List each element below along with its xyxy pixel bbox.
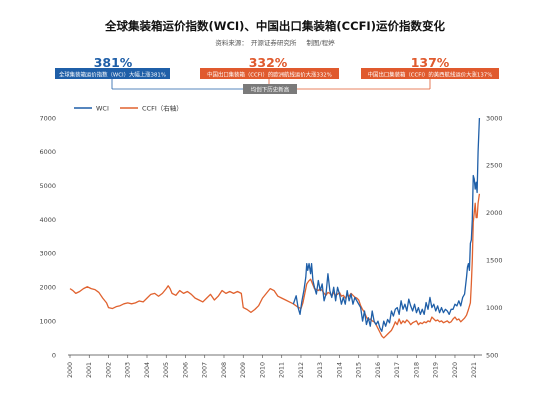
x-tick-label: 2000 (67, 362, 74, 378)
source-label: 资料来源： (215, 38, 248, 47)
series-line-wci (292, 117, 481, 332)
y-left-tick-label: 5000 (39, 182, 56, 190)
y-right-tick-label: 1500 (486, 257, 503, 265)
callout-bracket: 均创下历史新高 (111, 79, 431, 94)
x-tick-label: 2007 (202, 362, 209, 378)
callout-wci-text: 全球集装箱运价指数（WCI）大幅上涨381% (59, 70, 166, 78)
callout-europe-text: 中国出口集装箱（CCFI）的欧洲航线运价大涨332% (207, 70, 332, 78)
x-tick-label: 2017 (394, 362, 401, 378)
callout-europe-box (200, 68, 339, 79)
callout-uswest-pct: 137% (411, 55, 450, 70)
x-tick-label: 2006 (182, 362, 189, 378)
x-tick-label: 2009 (240, 362, 247, 378)
callout-ccfi-uswest: 137% 中国出口集装箱（CCFI）的美西航线运价大涨137% (361, 55, 499, 79)
y-left-tick-label: 0 (52, 351, 56, 359)
chart-source: 资料来源： 开源证券研究所 制图/程婷 (215, 38, 335, 47)
x-tick-label: 2001 (86, 362, 93, 378)
right-axis-ticks: 500 1000 1500 2000 2500 3000 (486, 114, 503, 359)
bracket-label: 均创下历史新高 (251, 86, 290, 94)
callout-uswest-box (361, 68, 499, 79)
x-tick-label: 2020 (452, 362, 459, 378)
x-tick-label: 2021 (471, 362, 478, 378)
legend-ccfi-label: CCFI（右轴） (142, 104, 183, 113)
y-left-tick-label: 2000 (39, 284, 56, 292)
x-tick-label: 2015 (356, 362, 363, 378)
y-left-tick-label: 6000 (39, 148, 56, 156)
chart-title: 全球集装箱运价指数(WCI)、中国出口集装箱(CCFI)运价指数变化 (104, 19, 445, 33)
y-right-tick-label: 2000 (486, 209, 503, 217)
x-tick-label: 2003 (125, 362, 132, 378)
series-line-ccfi (69, 193, 481, 339)
x-tick-label: 2008 (221, 362, 228, 378)
left-axis-ticks: 0 1000 2000 3000 4000 5000 6000 7000 (39, 114, 56, 359)
legend-wci-label: WCI (96, 105, 109, 113)
y-left-tick-label: 3000 (39, 250, 56, 258)
x-tick-label: 2002 (105, 362, 112, 378)
source-org: 开源证券研究所 (251, 38, 297, 47)
callout-uswest-text: 中国出口集装箱（CCFI）的美西航线运价大涨137% (368, 70, 493, 78)
x-axis-ticks: 2000 2001 2002 2003 2004 2005 2006 2007 2008 2009… (67, 355, 478, 378)
x-tick-label: 2012 (298, 362, 305, 378)
callout-wci: 381% 全球集装箱运价指数（WCI）大幅上涨381% (55, 55, 170, 79)
y-right-tick-label: 500 (486, 351, 498, 359)
series-layer (69, 117, 481, 339)
callout-wci-box (55, 68, 170, 79)
callout-europe-pct: 332% (249, 55, 288, 70)
callout-ccfi-europe: 332% 中国出口集装箱（CCFI）的欧洲航线运价大涨332% (200, 55, 339, 79)
x-tick-label: 2019 (433, 362, 440, 378)
x-tick-label: 2016 (375, 362, 382, 378)
y-left-tick-label: 4000 (39, 216, 56, 224)
x-tick-label: 2018 (413, 362, 420, 378)
x-tick-label: 2014 (336, 362, 343, 378)
bracket-label-box (243, 84, 297, 94)
y-right-tick-label: 2500 (486, 162, 503, 170)
y-right-tick-label: 3000 (486, 114, 503, 122)
y-left-tick-label: 7000 (39, 114, 56, 122)
legend: WCI CCFI（右轴） (74, 104, 183, 113)
x-tick-label: 2004 (144, 362, 151, 378)
y-right-tick-label: 1000 (486, 304, 503, 312)
x-tick-label: 2011 (279, 362, 286, 378)
callout-wci-pct: 381% (94, 55, 133, 70)
x-tick-label: 2013 (317, 362, 324, 378)
y-left-tick-label: 1000 (39, 317, 56, 325)
x-tick-label: 2010 (259, 362, 266, 378)
x-tick-label: 2005 (163, 362, 170, 378)
source-author: 制图/程婷 (306, 38, 335, 47)
